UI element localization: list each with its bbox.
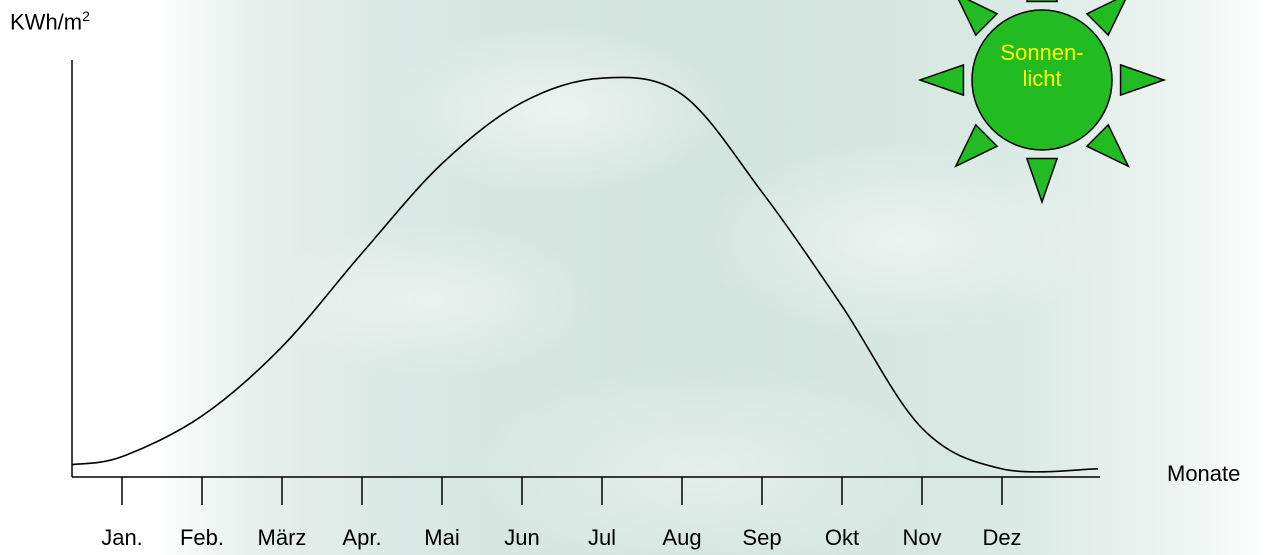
sun-disc [971, 9, 1113, 151]
sun-label: Sonnen- licht [968, 40, 1116, 92]
sun-ray [954, 123, 999, 168]
sun-ray [1085, 123, 1130, 168]
sun-rays [917, 0, 1167, 205]
sun-label-line1: Sonnen- [1000, 40, 1084, 65]
x-tick-label: Dez [982, 525, 1021, 550]
x-tick-label: Nov [902, 525, 941, 550]
x-tick-label: Jan. [101, 525, 143, 550]
y-axis-label: KWh/m2 [10, 8, 90, 35]
x-tick-label: Jul [588, 525, 616, 550]
sun-ray [1025, 0, 1059, 3]
sun-ray [1025, 157, 1059, 205]
sun-label-line2: licht [1022, 66, 1062, 91]
x-tick-label: Sep [742, 525, 781, 550]
x-tick-label: März [258, 525, 307, 550]
x-tick-label: Feb. [180, 525, 224, 550]
sun-ray [917, 63, 965, 97]
sun-ray [1119, 63, 1167, 97]
x-tick-label: Apr. [342, 525, 381, 550]
x-tick-label: Aug [662, 525, 701, 550]
sun-ray [957, 0, 999, 37]
x-ticks [121, 477, 1003, 505]
x-tick-labels: Jan. Feb. März Apr. Mai Jun Jul Aug Sep Okt Nov Dez [101, 525, 1021, 550]
x-tick-label: Jun [504, 525, 539, 550]
sun-ray [1085, 0, 1127, 37]
x-tick-label: Okt [825, 525, 859, 550]
x-axis-label: Monate [1167, 461, 1241, 486]
x-tick-label: Mai [424, 525, 459, 550]
series-line [71, 76, 1099, 473]
